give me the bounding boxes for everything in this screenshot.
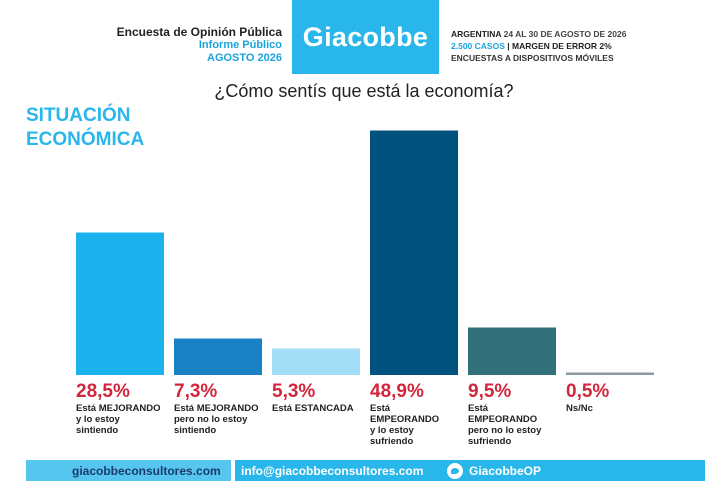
category-label-line: sintiendo: [174, 425, 217, 436]
twitter-bird-icon: [447, 462, 463, 479]
category-label-line: Está: [468, 403, 489, 414]
category-label-line: Está ESTANCADA: [272, 403, 354, 414]
bar-label-6: 0,5% Ns/Nc: [566, 381, 666, 415]
footer-twitter[interactable]: GiacobbeOP: [447, 462, 542, 479]
category-label: Está MEJORANDO pero no lo estoy sintiendo: [174, 403, 274, 436]
brand-logo: Giacobbe: [292, 0, 439, 74]
category-label-line: Está MEJORANDO: [174, 403, 259, 414]
bar-2: [174, 338, 262, 375]
bar-5: [468, 327, 556, 375]
header-country: ARGENTINA: [451, 29, 502, 39]
category-label-line: pero no lo estoy: [468, 425, 542, 436]
header-right: ARGENTINA 24 AL 30 DE AGOSTO DE 2026 2.5…: [451, 28, 711, 64]
value-label: 28,5%: [76, 381, 130, 402]
category-label-line: sufriendo: [468, 436, 512, 447]
header-report-type: Informe Público: [198, 39, 282, 51]
section-title: SITUACIÓN ECONÓMICA: [26, 104, 144, 152]
footer-divider: [231, 460, 235, 481]
bar-4: [370, 130, 458, 375]
chart-title: ¿Cómo sentís que está la economía?: [214, 81, 514, 101]
category-label-line: Está: [370, 403, 391, 414]
category-label-line: y lo estoy: [370, 425, 414, 436]
category-label-line: Está MEJORANDO: [76, 403, 161, 414]
category-label-line: y lo estoy: [76, 414, 120, 425]
category-label: Está EMPEORANDO pero no lo estoy sufriendo: [468, 403, 568, 447]
value-label: 0,5%: [566, 381, 610, 402]
section-title-line1: SITUACIÓN: [26, 105, 131, 126]
bar-label-4: 48,9% Está EMPEORANDO y lo estoy sufriendo: [370, 381, 470, 448]
category-label: Está ESTANCADA: [272, 403, 372, 414]
bar-1: [76, 232, 164, 375]
header-report-date: AGOSTO 2026: [207, 52, 282, 64]
bar-label-5: 9,5% Está EMPEORANDO pero no lo estoy sufrie…: [468, 381, 568, 448]
category-label-line: pero no lo estoy: [174, 414, 248, 425]
category-label: Está EMPEORANDO y lo estoy sufriendo: [370, 403, 470, 447]
category-label: Ns/Nc: [566, 403, 666, 414]
footer-email[interactable]: info@giacobbeconsultores.com: [241, 463, 424, 478]
value-label: 5,3%: [272, 381, 316, 402]
brand-name: Giacobbe: [302, 21, 429, 52]
bar-label-2: 7,3% Está MEJORANDO pero no lo estoy sintie…: [174, 381, 274, 437]
footer-website[interactable]: giacobbeconsultores.com: [26, 460, 231, 481]
bar-6: [566, 372, 654, 375]
value-label: 9,5%: [468, 381, 512, 402]
value-label: 7,3%: [174, 381, 218, 402]
category-label-line: sintiendo: [76, 425, 119, 436]
section-title-line2: ECONÓMICA: [26, 129, 145, 150]
header-left: Encuesta de Opinión Pública Informe Públ…: [60, 26, 282, 65]
bar-3: [272, 348, 360, 375]
header-dates: 24 AL 30 DE AGOSTO DE 2026: [503, 29, 627, 39]
category-label-line: EMPEORANDO: [370, 414, 440, 425]
category-label: Está MEJORANDO y lo estoy sintiendo: [76, 403, 176, 436]
category-label-line: EMPEORANDO: [468, 414, 538, 425]
footer-bar: giacobbeconsultores.com info@giacobbecon…: [26, 460, 705, 481]
category-label-line: Ns/Nc: [566, 403, 593, 414]
bar-label-1: 28,5% Está MEJORANDO y lo estoy sintiendo: [76, 381, 176, 437]
category-label-line: sufriendo: [370, 436, 414, 447]
header-margin: | MARGEN DE ERROR 2%: [507, 41, 612, 51]
header-sample: 2.500 CASOS | MARGEN DE ERROR 2%: [451, 40, 711, 52]
header-method: ENCUESTAS A DISPOSITIVOS MÓVILES: [451, 53, 614, 63]
header-cases: 2.500 CASOS: [451, 41, 505, 51]
header-fieldwork: ARGENTINA 24 AL 30 DE AGOSTO DE 2026: [451, 28, 711, 40]
value-label: 48,9%: [370, 381, 424, 402]
bar-label-3: 5,3% Está ESTANCADA: [272, 381, 372, 415]
footer-twitter-handle: GiacobbeOP: [469, 463, 542, 478]
header-survey-name: Encuesta de Opinión Pública: [116, 25, 282, 39]
